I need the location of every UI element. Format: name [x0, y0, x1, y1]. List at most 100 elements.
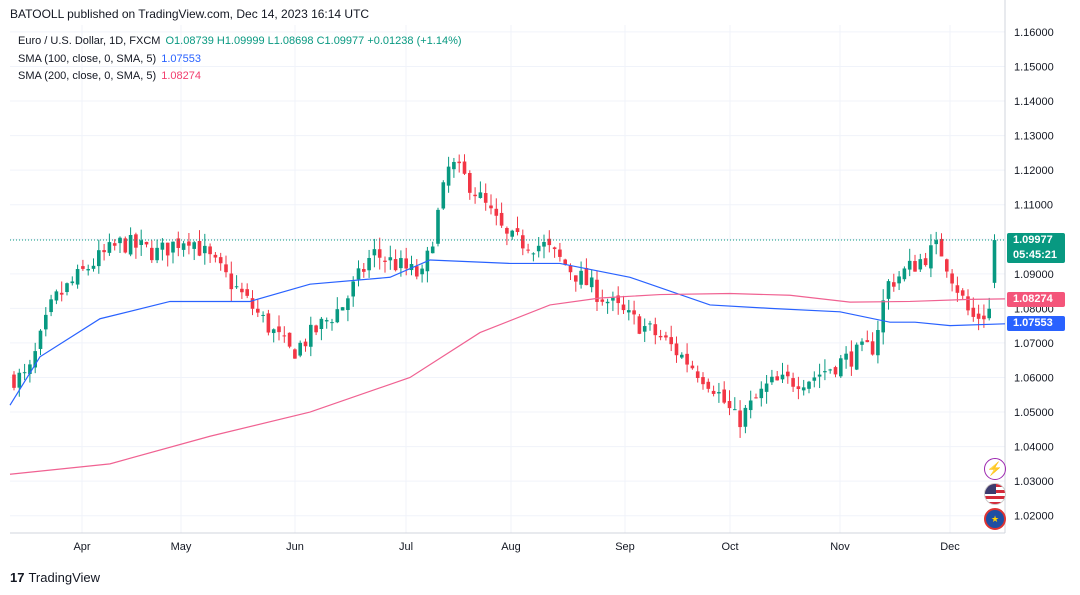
candle-body	[939, 238, 944, 257]
candle-body	[420, 268, 424, 275]
candle-body	[966, 296, 970, 311]
x-tick-label: Nov	[830, 541, 850, 553]
candle-body	[616, 295, 620, 304]
candle-body	[22, 372, 27, 374]
candle-body	[192, 242, 196, 249]
candle-body	[473, 194, 477, 197]
candle-body	[81, 266, 85, 269]
candle-body	[65, 283, 69, 293]
candle-body	[266, 313, 271, 333]
candle-body	[632, 310, 636, 315]
candle-body	[807, 381, 811, 389]
y-tick-label: 1.13000	[1014, 131, 1054, 143]
candle-body	[690, 365, 695, 369]
candle-body	[75, 269, 80, 285]
candle-body	[271, 329, 276, 334]
candle-body	[695, 371, 700, 378]
x-tick-label: Jul	[399, 541, 413, 553]
candle-body	[303, 341, 308, 347]
candle-body	[409, 264, 414, 271]
candle-body	[605, 301, 610, 304]
candle-body	[701, 377, 705, 385]
candle-body	[674, 343, 679, 356]
candle-body	[33, 351, 37, 368]
candle-body	[330, 322, 334, 324]
candle-body	[452, 161, 456, 170]
candle-body	[282, 335, 287, 337]
y-tick-label: 1.09000	[1014, 269, 1054, 281]
candle-body	[595, 279, 599, 302]
candle-body	[902, 268, 907, 280]
y-tick-label: 1.12000	[1014, 165, 1054, 177]
candle-body	[839, 358, 843, 377]
symbol-legend: Euro / U.S. Dollar, 1D, FXCM O1.08739 H1…	[18, 35, 462, 47]
candle-body	[430, 246, 435, 254]
candle-body	[536, 245, 541, 252]
candle-body	[748, 400, 753, 411]
candle-body	[775, 376, 779, 381]
y-tick-label: 1.11000	[1014, 200, 1053, 212]
publisher-header: BATOOLL published on TradingView.com, De…	[10, 7, 370, 21]
candle-body	[457, 161, 461, 164]
candle-body	[801, 387, 806, 391]
candle-body	[796, 386, 801, 390]
candle-body	[950, 273, 954, 284]
candle-body	[203, 245, 207, 254]
candle-body	[351, 281, 355, 297]
candle-body	[881, 300, 885, 333]
symbol-name[interactable]: Euro / U.S. Dollar, 1D, FXCM	[18, 35, 161, 47]
candle-body	[860, 341, 864, 345]
candle-body	[377, 249, 382, 258]
sma100-price-tag: 1.07553	[1007, 316, 1065, 331]
candle-body	[515, 228, 520, 232]
candle-body	[600, 299, 605, 302]
tradingview-brand: TradingView	[28, 570, 101, 585]
candle-body	[786, 371, 790, 377]
candle-body	[542, 241, 546, 247]
candle-body	[240, 288, 244, 293]
candle-body	[552, 247, 557, 250]
candle-body	[118, 237, 122, 244]
candle-body	[642, 326, 647, 332]
sma200-legend[interactable]: SMA (200, close, 0, SMA, 5) 1.08274	[18, 70, 201, 82]
candle-body	[568, 265, 573, 273]
candle-body	[150, 247, 154, 261]
y-tick-label: 1.14000	[1014, 96, 1054, 108]
sma100-legend[interactable]: SMA (100, close, 0, SMA, 5) 1.07553	[18, 53, 201, 65]
bar-countdown: 05:45:21	[1013, 249, 1058, 261]
x-tick-label: Sep	[615, 541, 635, 553]
candle-body	[521, 235, 525, 249]
candle-body	[791, 378, 795, 387]
candle-body	[54, 291, 59, 301]
candle-body	[764, 383, 769, 392]
candle-body	[102, 250, 106, 253]
candle-body	[780, 374, 785, 380]
candle-body	[579, 270, 583, 285]
candle-body	[388, 257, 393, 261]
sma200-price-tag: 1.08274	[1007, 292, 1065, 307]
candle-body	[934, 240, 938, 245]
flash-icon[interactable]: ⚡	[984, 458, 1006, 480]
y-tick-label: 1.04000	[1014, 442, 1054, 454]
sma200-value: 1.08274	[161, 70, 201, 82]
candle-body	[611, 297, 615, 301]
candle-body	[987, 308, 991, 319]
candle-body	[717, 392, 721, 394]
candle-body	[743, 407, 748, 427]
candle-body	[992, 240, 997, 283]
candle-body	[123, 238, 128, 253]
candle-body	[165, 242, 170, 256]
price-chart[interactable]: 1.16000 1.15000 1.14000 1.13000 1.12000 1.110…	[0, 0, 1080, 560]
eu-flag-icon[interactable]: ★	[984, 508, 1006, 530]
candle-body	[945, 259, 949, 272]
candle-body	[658, 335, 663, 338]
sma200-label: SMA (200, close, 0, SMA, 5)	[18, 70, 157, 82]
tradingview-footer[interactable]: 17 TradingView	[10, 570, 100, 585]
candle-body	[218, 257, 223, 264]
candle-body	[531, 253, 536, 255]
us-flag-icon[interactable]	[984, 483, 1006, 505]
candle-body	[563, 259, 567, 265]
candle-body	[160, 242, 165, 250]
candle-body	[112, 243, 117, 246]
candle-body	[298, 342, 302, 356]
